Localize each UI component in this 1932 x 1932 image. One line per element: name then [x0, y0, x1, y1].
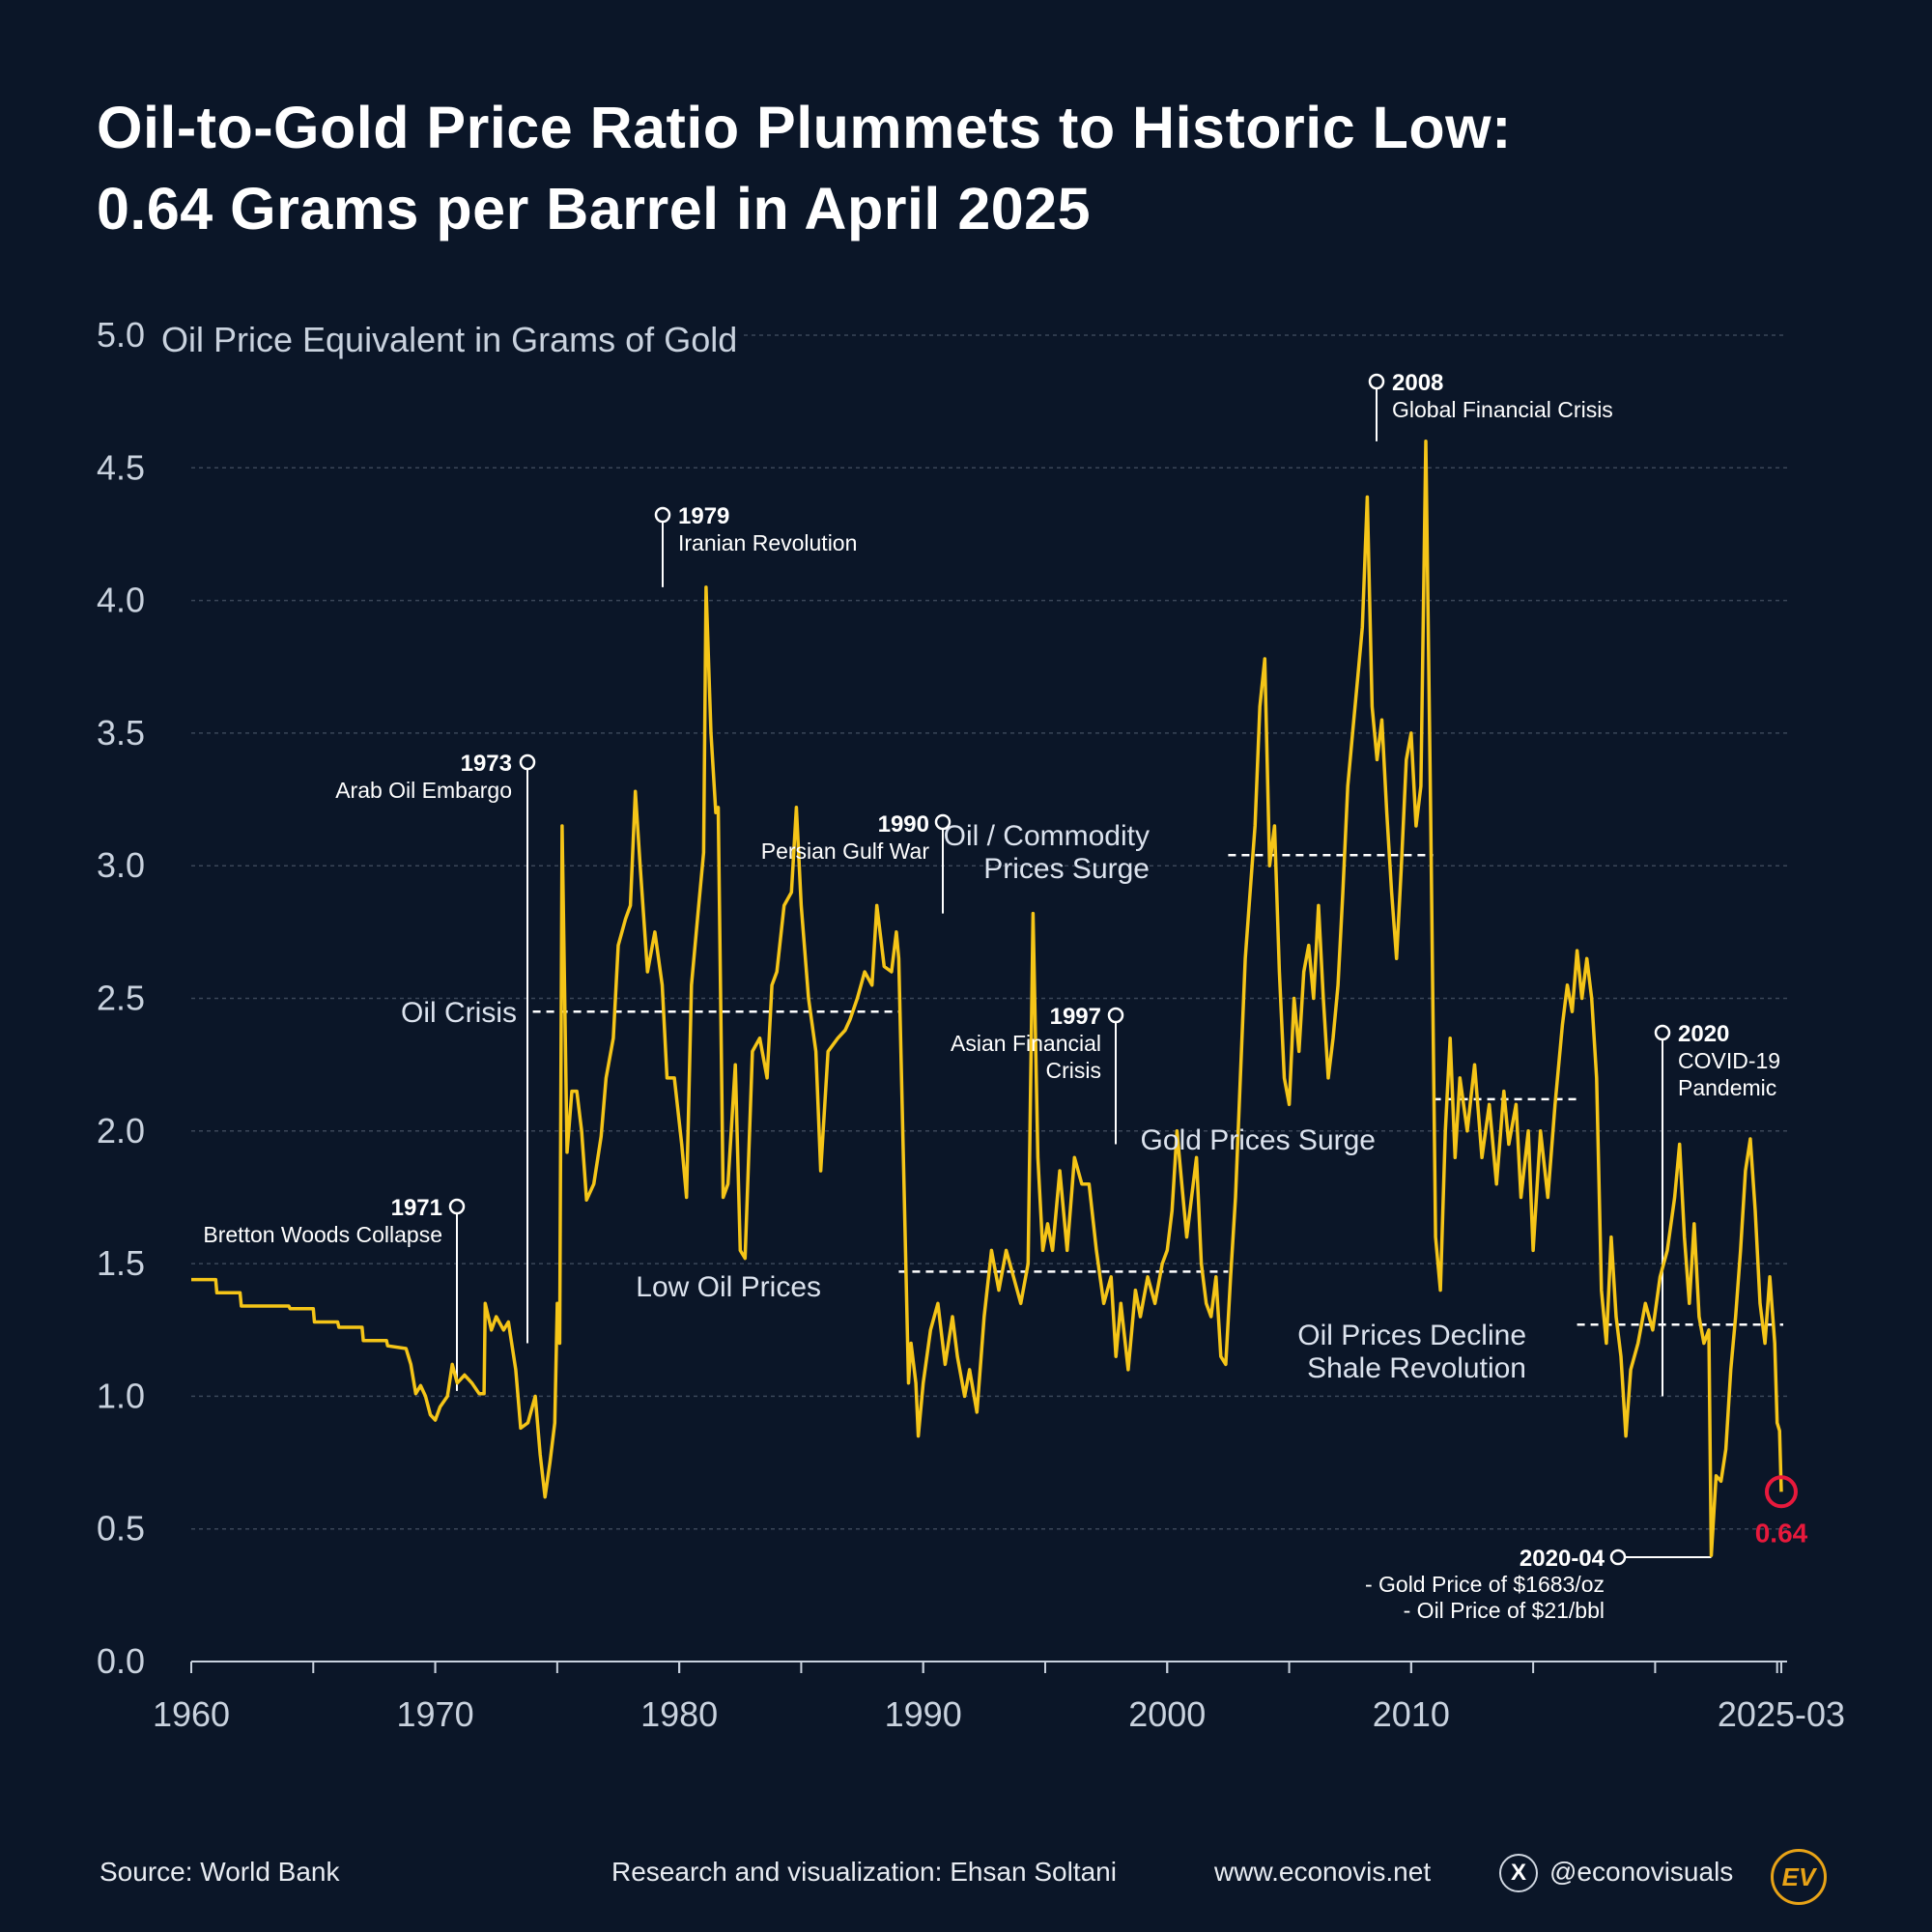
- annotation-1990-label: Persian Gulf War: [761, 838, 930, 864]
- footer-credit: Research and visualization: Ehsan Soltan…: [611, 1857, 1117, 1887]
- footer-handle[interactable]: @econovisuals: [1549, 1857, 1734, 1887]
- annotation-marker: [519, 753, 536, 771]
- period-label-decline-line1: Oil Prices Decline: [1297, 1320, 1526, 1351]
- y-tick-label: 5.0: [97, 315, 145, 355]
- chart-title-line2: 0.64 Grams per Barrel in April 2025: [97, 176, 1092, 242]
- footer-source: Source: World Bank: [99, 1857, 340, 1887]
- annotation-marker: [1609, 1548, 1627, 1566]
- y-tick-label: 1.0: [97, 1376, 145, 1415]
- chart-title: Oil-to-Gold Price Ratio Plummets to Hist…: [97, 87, 1739, 249]
- annotation-marker: [1654, 1024, 1671, 1041]
- x-axis: 1960 1970 1980 1990 2000 2010 2025-03: [153, 1661, 1845, 1734]
- period-label-surge-line1: Oil / Commodity: [944, 820, 1150, 852]
- x-tick-label: 1970: [397, 1694, 474, 1734]
- annotation-marker: [1107, 1007, 1124, 1024]
- annotation-2020-line2: Pandemic: [1678, 1075, 1776, 1100]
- annotation-1971-label: Bretton Woods Collapse: [203, 1222, 442, 1247]
- period-label-gold-surge: Gold Prices Surge: [1141, 1124, 1376, 1156]
- chart-title-line1: Oil-to-Gold Price Ratio Plummets to Hist…: [97, 95, 1512, 160]
- annotation-marker: [1368, 373, 1385, 390]
- annotation-2020-line1: COVID-19: [1678, 1048, 1780, 1073]
- series-line-oil-gold-ratio: [191, 440, 1783, 1557]
- annotation-2008-year: 2008: [1392, 370, 1443, 396]
- grid-layer: [191, 334, 1787, 1530]
- y-tick-label: 3.5: [97, 713, 145, 753]
- y-tick-label: 2.5: [97, 979, 145, 1018]
- y-tick-label: 4.5: [97, 447, 145, 487]
- annotation-2020-year: 2020: [1678, 1021, 1729, 1047]
- x-tick-label: 2000: [1128, 1694, 1206, 1734]
- x-social-icon[interactable]: X: [1499, 1854, 1538, 1892]
- annotation-1990-year: 1990: [878, 811, 929, 838]
- annotation-1979-year: 1979: [678, 503, 729, 529]
- y-tick-label: 0.5: [97, 1509, 145, 1548]
- x-tick-label: 2025-03: [1718, 1694, 1845, 1734]
- latest-value-marker: [1764, 1475, 1798, 1509]
- period-label-oil-crisis: Oil Crisis: [401, 997, 517, 1029]
- y-tick-label: 0.0: [97, 1641, 145, 1681]
- annotation-1997-year: 1997: [1050, 1004, 1101, 1030]
- annotation-1973-year: 1973: [461, 751, 512, 777]
- y-axis-label: Oil Price Equivalent in Grams of Gold: [161, 320, 737, 359]
- period-label-low-oil-prices: Low Oil Prices: [636, 1271, 821, 1303]
- latest-value-label: 0.64: [1755, 1518, 1808, 1548]
- annotation-1971-year: 1971: [391, 1195, 442, 1221]
- annotation-markers: [448, 373, 1671, 1566]
- annotation-2008-label: Global Financial Crisis: [1392, 397, 1613, 422]
- econovis-logo: EV: [1771, 1849, 1827, 1905]
- annotation-marker: [654, 506, 671, 524]
- annotation-marker: [934, 813, 952, 831]
- annotation-1973-label: Arab Oil Embargo: [335, 778, 512, 803]
- x-tick-label: 1960: [153, 1694, 230, 1734]
- annotation-1979-label: Iranian Revolution: [678, 530, 857, 555]
- annotation-1997-line1: Asian Financial: [951, 1031, 1101, 1056]
- y-tick-label: 2.0: [97, 1111, 145, 1151]
- x-tick-label: 1990: [885, 1694, 962, 1734]
- annotation-1997-line2: Crisis: [1046, 1058, 1102, 1083]
- annotation-2020-04-line1: - Gold Price of $1683/oz: [1365, 1572, 1605, 1597]
- annotation-stems: [456, 382, 1712, 1558]
- y-tick-label: 1.5: [97, 1243, 145, 1283]
- y-tick-label: 4.0: [97, 581, 145, 620]
- annotation-2020-04-year: 2020-04: [1520, 1546, 1605, 1572]
- x-tick-label: 1980: [640, 1694, 718, 1734]
- y-tick-label: 3.0: [97, 845, 145, 885]
- y-axis-ticks: 0.0 0.5 1.0 1.5 2.0 2.5 3.0 3.5 4.0 4.5 5.0: [97, 315, 145, 1681]
- period-label-decline-line2: Shale Revolution: [1307, 1352, 1526, 1384]
- annotation-2020-04-line2: - Oil Price of $21/bbl: [1404, 1598, 1605, 1623]
- x-tick-label: 2010: [1373, 1694, 1450, 1734]
- annotation-marker: [448, 1198, 466, 1215]
- footer-website[interactable]: www.econovis.net: [1214, 1857, 1432, 1887]
- period-label-surge-line2: Prices Surge: [983, 853, 1150, 885]
